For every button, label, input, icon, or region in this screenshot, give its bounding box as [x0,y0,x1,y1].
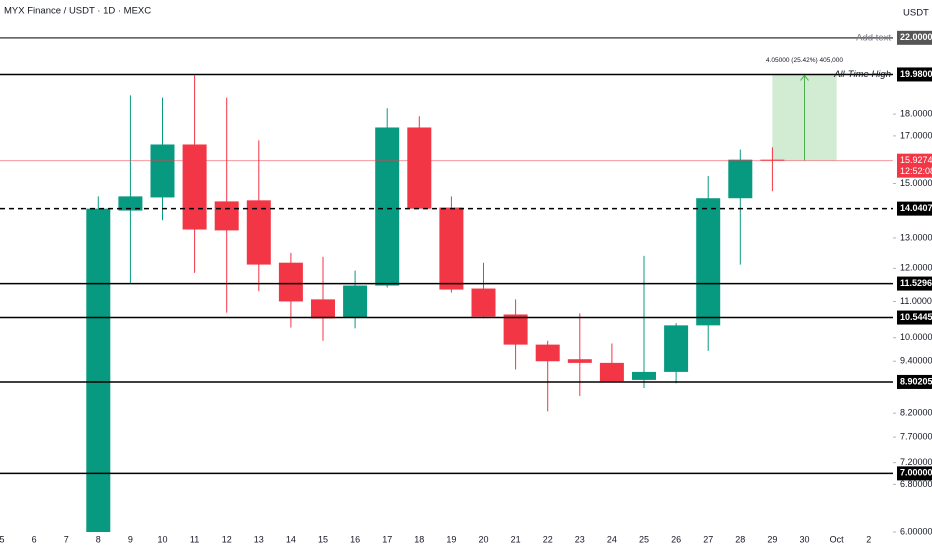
candle-body [439,207,464,290]
candle-body [407,127,432,209]
y-tick-label: 13.00000 [900,232,932,242]
x-tick-label: 24 [607,534,617,544]
countdown-label: 12:52:08 [900,166,932,176]
level-note: Add text [856,32,891,43]
candle-body [118,196,143,211]
x-tick-label: 13 [254,534,264,544]
y-tick-label: 7.70000 [900,431,932,441]
candle-body [632,371,656,380]
level-label: 19.98000 [900,69,932,79]
y-tick-label: 15.00000 [900,178,932,188]
x-tick-label: 2 [866,534,871,544]
x-tick-label: Oct [830,534,845,544]
plot-area [86,74,837,532]
y-tick-label: 9.40000 [900,356,932,366]
x-tick-label: 7 [64,534,69,544]
chart-title: MYX Finance / USDT · 1D · MEXC [4,6,151,17]
last-price-box [897,153,932,178]
x-tick-label: 14 [286,534,296,544]
x-tick-label: 15 [318,534,328,544]
x-tick-label: 29 [767,534,777,544]
level-label: 11.52965 [900,278,932,288]
y-tick-label: 12.00000 [900,263,932,273]
candle-body [375,127,400,286]
level-label: 22.00000 [900,32,932,42]
y-tick-label: 18.00000 [900,109,932,119]
level-label-box [897,374,932,389]
y-tick-label: 17.00000 [900,130,932,140]
candle-body [696,198,721,326]
level-label-box [897,276,932,291]
level-label-box [897,67,932,82]
level-label: 7.00000 [900,468,932,478]
x-tick-label: 6 [32,534,37,544]
x-tick-label: 22 [543,534,553,544]
x-tick-label: 5 [0,534,5,544]
level-label-box [897,466,932,481]
candle-body [471,288,496,317]
x-tick-label: 11 [190,534,199,544]
y-tick-label: 10.00000 [900,332,932,342]
candle-body [86,208,111,532]
x-tick-label: 17 [382,534,392,544]
x-tick-label: 26 [671,534,681,544]
x-tick-label: 28 [735,534,745,544]
candle-body [343,285,368,318]
measure-label: 4.05000 (25.42%) 405,000 [766,57,843,64]
candle-body [567,359,592,363]
x-tick-label: 10 [157,534,167,544]
x-tick-label: 12 [222,534,232,544]
candle-body [760,159,785,161]
level-note: All-Time High [833,69,891,80]
candle-body [150,144,175,198]
x-tick-label: 30 [799,534,809,544]
x-tick-label: 9 [128,534,133,544]
x-tick-label: 27 [703,534,713,544]
candle-body [599,362,624,382]
candle-body [728,159,753,199]
last-price-label: 15.92748 [900,155,932,165]
x-tick-label: 25 [639,534,649,544]
candle-body [246,200,271,265]
measure-arrowhead [800,74,809,81]
y-tick-label: 11.00000 [900,296,932,306]
candle-body [311,299,335,319]
x-tick-label: 23 [575,534,585,544]
level-label-box [897,201,932,216]
level-label: 14.04075 [900,203,932,213]
y-tick-label: 6.80000 [900,479,932,489]
x-tick-label: 20 [478,534,488,544]
y-tick-label: 6.00000 [900,526,932,536]
x-tick-label: 18 [414,534,424,544]
candle-body [664,325,689,372]
x-tick-label: 19 [446,534,456,544]
level-label-box [897,310,932,325]
candle-body [214,201,239,231]
y-tick-label: 8.20000 [900,408,932,418]
candle-body [535,344,560,362]
candle-body [503,314,528,345]
level-label-box [897,30,932,45]
currency-label: USDT [903,8,929,19]
y-tick-label: 7.20000 [900,457,932,467]
candle-body [278,262,303,302]
x-tick-label: 21 [511,534,521,544]
level-label: 10.54452 [900,312,932,322]
x-tick-label: 8 [96,534,101,544]
x-tick-label: 16 [350,534,360,544]
level-label: 8.90205 [900,376,932,386]
candle-body [182,144,207,230]
